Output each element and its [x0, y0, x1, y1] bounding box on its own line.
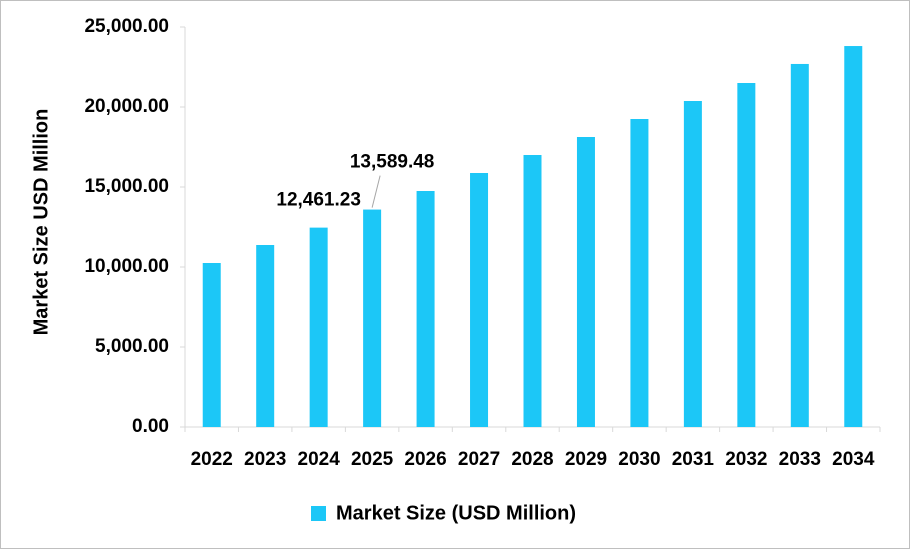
bar — [256, 245, 275, 427]
bar — [470, 173, 489, 427]
x-tick-label: 2032 — [725, 449, 767, 470]
y-axis-label: Market Size USD Million — [30, 109, 52, 336]
x-tick-label: 2030 — [618, 449, 660, 470]
bar — [844, 46, 863, 427]
x-tick-label: 2023 — [244, 449, 286, 470]
y-tick-label: 5,000.00 — [95, 336, 169, 357]
x-tick-label: 2025 — [351, 449, 394, 470]
x-tick-label: 2024 — [298, 449, 341, 470]
bar — [416, 191, 435, 427]
bar — [309, 227, 328, 427]
bar — [523, 155, 542, 427]
bar — [737, 83, 756, 427]
legend-label: Market Size (USD Million) — [336, 502, 576, 524]
x-tick-label: 2031 — [672, 449, 715, 470]
legend-swatch — [311, 506, 326, 521]
data-label: 12,461.23 — [276, 190, 361, 211]
y-tick-label: 25,000.00 — [84, 16, 169, 37]
x-tick-label: 2026 — [404, 449, 446, 470]
x-tick-label: 2022 — [191, 449, 233, 470]
bar — [630, 119, 649, 427]
x-tick-label: 2033 — [779, 449, 821, 470]
y-tick-label: 20,000.00 — [84, 96, 169, 117]
y-tick-label: 0.00 — [132, 416, 169, 437]
leader-line — [371, 175, 381, 208]
x-tick-label: 2029 — [565, 449, 607, 470]
x-tick-label: 2034 — [832, 449, 875, 470]
data-label: 13,589.48 — [350, 152, 435, 173]
y-tick-label: 15,000.00 — [84, 176, 169, 197]
x-tick-label: 2027 — [458, 449, 500, 470]
y-tick-label: 10,000.00 — [84, 256, 169, 277]
bar — [363, 209, 382, 427]
x-tick-label: 2028 — [511, 449, 553, 470]
bar — [683, 101, 702, 427]
bar — [790, 63, 809, 428]
bar — [576, 137, 595, 427]
bar — [202, 263, 221, 427]
